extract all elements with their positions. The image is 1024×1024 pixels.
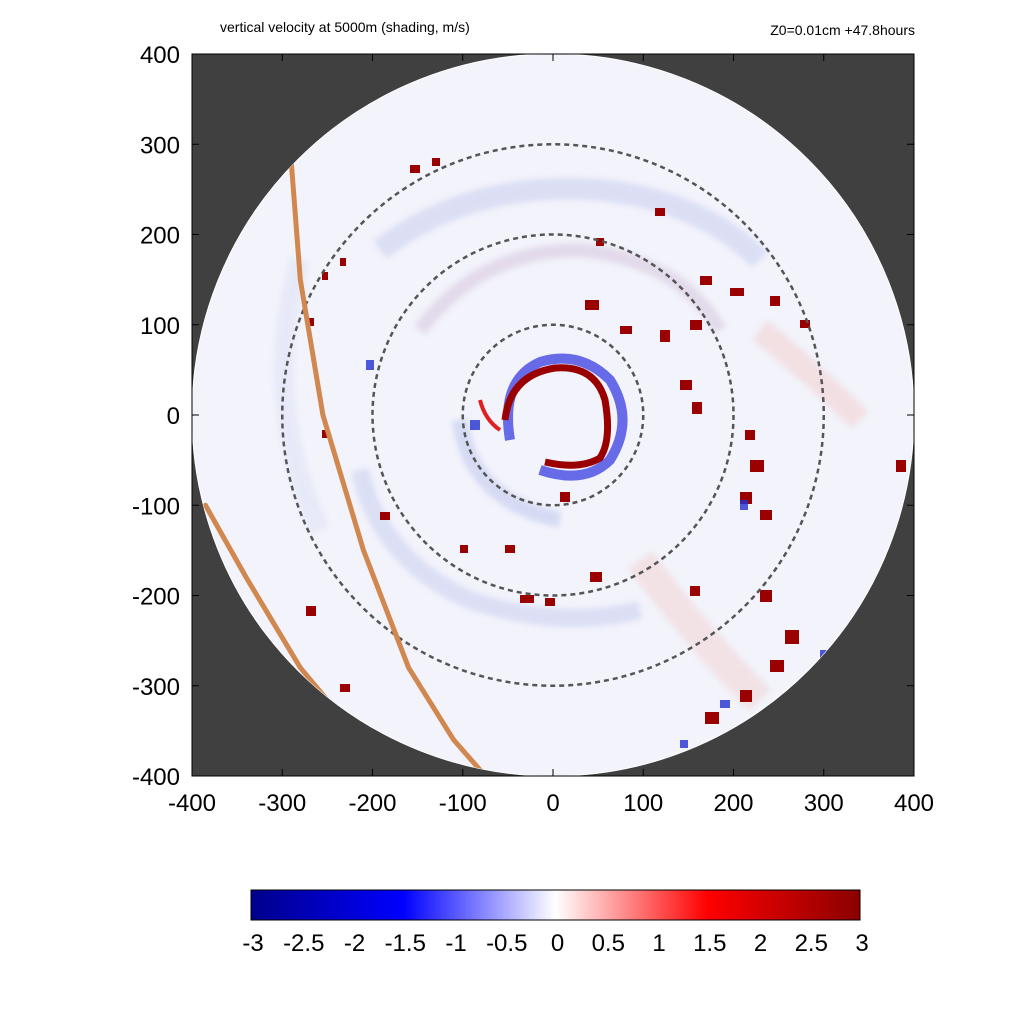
colorbar-tick-label: 2 xyxy=(754,930,767,957)
colorbar-tick-label: 3 xyxy=(855,930,868,957)
y-tick-label: 100 xyxy=(140,313,180,340)
colorbar-tick-label: 1 xyxy=(652,930,665,957)
x-tick-label: -400 xyxy=(168,790,216,817)
colorbar-tick-label: -0.5 xyxy=(486,930,527,957)
run-info-label: Z0=0.01cm +47.8hours xyxy=(770,22,915,38)
velocity-shading xyxy=(274,158,906,748)
track-line-1 xyxy=(288,159,488,776)
x-tick-label: 100 xyxy=(623,790,663,817)
colorbar-tick-label: -2.5 xyxy=(283,930,324,957)
colorbar-tick-label: 0 xyxy=(551,930,564,957)
axes: -400 -300 -200 -100 0 100 200 300 400 400 300 200 10… xyxy=(132,42,934,817)
colorbar-tick-label: 2.5 xyxy=(795,930,828,957)
range-ring-100 xyxy=(461,323,645,507)
y-tick-label: -100 xyxy=(132,493,180,520)
x-tick-label: 200 xyxy=(713,790,753,817)
y-tick-label: 300 xyxy=(140,132,180,159)
x-tick-label: -100 xyxy=(439,790,487,817)
x-tick-label: 400 xyxy=(894,790,934,817)
y-tick-label: -300 xyxy=(132,674,180,701)
y-tick-label: -200 xyxy=(132,584,180,611)
colorbar-tick-label: -3 xyxy=(242,930,263,957)
range-ring-200 xyxy=(371,233,735,597)
y-tick-label: 200 xyxy=(140,223,180,250)
x-tick-label: -300 xyxy=(258,790,306,817)
y-tick-label: 0 xyxy=(167,403,180,430)
colorbar-tick-label: 1.5 xyxy=(693,930,726,957)
colorbar xyxy=(250,889,861,921)
colorbar-tick-labels: -3 -2.5 -2 -1.5 -1 -0.5 0 0.5 1 1.5 2 2.5 3 xyxy=(242,930,868,957)
colorbar-tick-label: -1.5 xyxy=(385,930,426,957)
colorbar-tick-label: -2 xyxy=(344,930,365,957)
y-tick-label: -400 xyxy=(132,764,180,791)
y-tick-label: 400 xyxy=(140,42,180,69)
x-tick-label: 0 xyxy=(546,790,559,817)
colorbar-tick-label: 0.5 xyxy=(592,930,625,957)
range-rings xyxy=(281,143,825,687)
chart-title: vertical velocity at 5000m (shading, m/s… xyxy=(220,19,470,35)
x-tick-label: -200 xyxy=(348,790,396,817)
x-tick-label: 300 xyxy=(804,790,844,817)
colorbar-tick-label: -1 xyxy=(445,930,466,957)
range-ring-300 xyxy=(281,143,825,687)
